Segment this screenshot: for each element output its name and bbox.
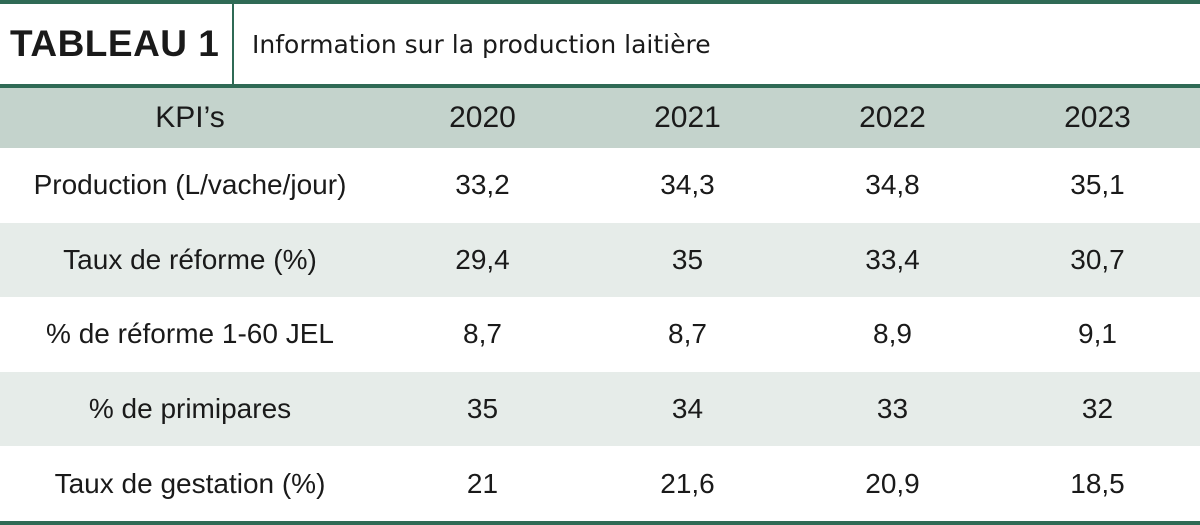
table-cell: 35 xyxy=(585,222,790,298)
table-cell: 32 xyxy=(995,371,1200,447)
title-bar: TABLEAU 1 Information sur la production … xyxy=(0,4,1200,84)
row-label: % de réforme 1-60 JEL xyxy=(0,297,380,372)
row-label: Production (L/vache/jour) xyxy=(0,148,380,223)
table-cell: 21,6 xyxy=(585,446,790,521)
table-cell: 29,4 xyxy=(380,222,585,298)
header-row: KPI’s 2020 2021 2022 2023 xyxy=(0,88,1200,148)
header-cell-kpi: KPI’s xyxy=(0,88,380,148)
table-title: Information sur la production laitière xyxy=(252,29,711,59)
header-cell-2021: 2021 xyxy=(585,88,790,148)
table-container: KPI’s 2020 2021 2022 2023 Production (L/… xyxy=(0,84,1200,525)
table-cell: 20,9 xyxy=(790,446,995,521)
header-cell-2020: 2020 xyxy=(380,88,585,148)
table-row: % de primipares 35 34 33 32 xyxy=(0,371,1200,447)
header-cell-2023: 2023 xyxy=(995,88,1200,148)
table-row: Production (L/vache/jour) 33,2 34,3 34,8… xyxy=(0,148,1200,223)
table-cell: 34,8 xyxy=(790,148,995,223)
table-cell: 9,1 xyxy=(995,297,1200,372)
kpi-table: KPI’s 2020 2021 2022 2023 Production (L/… xyxy=(0,88,1200,521)
table-cell: 30,7 xyxy=(995,222,1200,298)
table-row: Taux de gestation (%) 21 21,6 20,9 18,5 xyxy=(0,446,1200,521)
row-label: Taux de gestation (%) xyxy=(0,446,380,521)
row-label: Taux de réforme (%) xyxy=(0,222,380,298)
table-cell: 34,3 xyxy=(585,148,790,223)
table-row: Taux de réforme (%) 29,4 35 33,4 30,7 xyxy=(0,222,1200,298)
table-cell: 33 xyxy=(790,371,995,447)
table-cell: 34 xyxy=(585,371,790,447)
table-cell: 8,7 xyxy=(380,297,585,372)
table-cell: 8,7 xyxy=(585,297,790,372)
table-number-label: TABLEAU 1 xyxy=(0,4,234,84)
header-cell-2022: 2022 xyxy=(790,88,995,148)
row-label: % de primipares xyxy=(0,371,380,447)
table-cell: 35 xyxy=(380,371,585,447)
table-cell: 35,1 xyxy=(995,148,1200,223)
table-cell: 21 xyxy=(380,446,585,521)
table-cell: 33,4 xyxy=(790,222,995,298)
top-rule xyxy=(0,0,1200,4)
table-row: % de réforme 1-60 JEL 8,7 8,7 8,9 9,1 xyxy=(0,297,1200,372)
table-cell: 8,9 xyxy=(790,297,995,372)
table-cell: 33,2 xyxy=(380,148,585,223)
table-cell: 18,5 xyxy=(995,446,1200,521)
